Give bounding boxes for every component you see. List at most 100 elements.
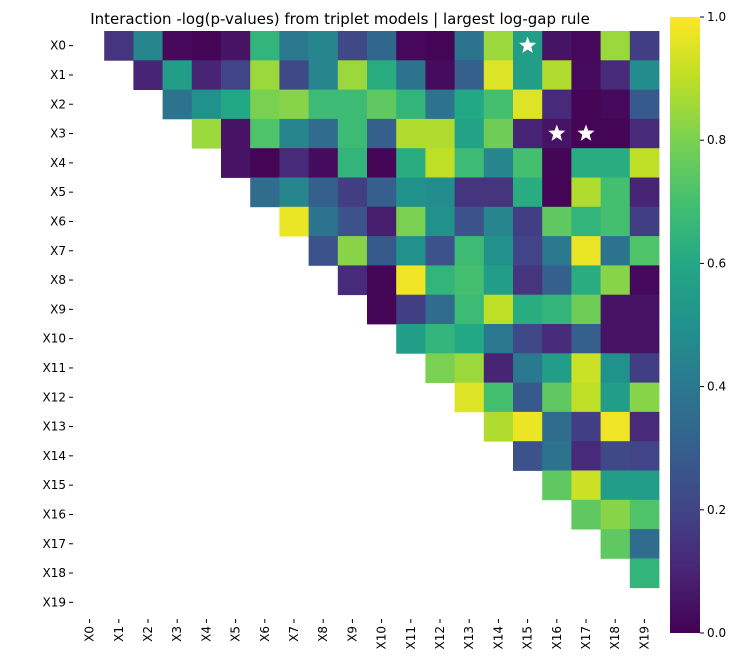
heatmap-cell-X6-X16	[542, 206, 572, 237]
heatmap-cell-X17-X19	[629, 529, 660, 559]
heatmap-cell-X7-X11	[396, 236, 426, 266]
heatmap-cell-X4-X14	[483, 148, 514, 178]
heatmap-cell-X7-X10	[367, 236, 397, 266]
row-label-X16: X16	[43, 507, 67, 521]
column-label-X17: X17	[579, 626, 593, 650]
heatmap-cell-X16-X17	[571, 499, 601, 530]
heatmap-cell-X4-X19	[629, 148, 660, 178]
heatmap-cell-X2-X10	[367, 89, 397, 120]
column-label-X15: X15	[521, 626, 535, 650]
row-label-X2: X2	[50, 97, 66, 111]
heatmap-cell-X0-X3	[162, 31, 193, 61]
heatmap-cell-X2-X12	[425, 89, 455, 120]
heatmap-cell-X2-X3	[162, 89, 193, 120]
heatmap-cell-X8-X12	[425, 265, 455, 296]
heatmap-cell-X0-X18	[600, 31, 631, 61]
column-label-X2: X2	[141, 626, 155, 642]
heatmap-cell-X8-X19	[629, 265, 660, 296]
heatmap-cell-X2-X13	[454, 89, 485, 120]
heatmap-cell-X3-X4	[191, 118, 222, 149]
heatmap-cell-X9-X11	[396, 294, 426, 325]
heatmap-cell-X7-X19	[629, 236, 660, 266]
row-label-X14: X14	[43, 449, 67, 463]
heatmap-cell-X4-X17	[571, 148, 601, 178]
heatmap-cell-X12-X15	[513, 382, 543, 413]
heatmap-cell-X1-X14	[483, 60, 514, 90]
column-label-X8: X8	[316, 626, 330, 642]
row-label-X6: X6	[50, 214, 66, 228]
heatmap-cell-X3-X19	[629, 118, 660, 149]
heatmap-cell-X4-X7	[279, 148, 309, 178]
heatmap-cell-X5-X12	[425, 177, 455, 208]
heatmap-cell-X18-X19	[629, 558, 660, 589]
heatmap-cell-X14-X15	[513, 441, 543, 471]
row-label-X13: X13	[43, 420, 67, 434]
heatmap-cell-X11-X13	[454, 353, 485, 383]
colorbar-tick-label: 0.4	[707, 380, 726, 394]
heatmap-cell-X7-X14	[483, 236, 514, 266]
row-label-X19: X19	[43, 595, 67, 609]
heatmap-cell-X11-X15	[513, 353, 543, 383]
significance-stars	[519, 36, 595, 141]
colorbar-tick-label: 0.2	[707, 503, 726, 517]
heatmap-cell-X6-X7	[279, 206, 309, 237]
heatmap-cell-X2-X19	[629, 89, 660, 120]
chart-title: Interaction -log(p-values) from triplet …	[90, 10, 590, 28]
heatmap-cell-X5-X14	[483, 177, 514, 208]
heatmap-cell-X11-X16	[542, 353, 572, 383]
heatmap-cell-X9-X18	[600, 294, 631, 325]
heatmap-cell-X14-X16	[542, 441, 572, 471]
heatmap-cell-X0-X4	[191, 31, 222, 61]
heatmap-cell-X8-X17	[571, 265, 601, 296]
heatmap-cell-X6-X19	[629, 206, 660, 237]
heatmap-cell-X6-X14	[483, 206, 514, 237]
row-label-X12: X12	[43, 390, 67, 404]
column-label-X9: X9	[345, 626, 359, 642]
heatmap-cell-X1-X16	[542, 60, 572, 90]
heatmap-cell-X5-X10	[367, 177, 397, 208]
heatmap-cell-X17-X18	[600, 529, 631, 559]
colorbar-tick-label: 0.6	[707, 256, 726, 270]
row-label-X8: X8	[50, 273, 66, 287]
column-label-X7: X7	[287, 626, 301, 642]
heatmap-cell-X6-X9	[337, 206, 368, 237]
heatmap-cell-X8-X14	[483, 265, 514, 296]
heatmap-cell-X0-X6	[250, 31, 280, 61]
row-label-X15: X15	[43, 478, 67, 492]
column-label-X18: X18	[608, 626, 622, 650]
heatmap-cell-X7-X16	[542, 236, 572, 266]
heatmap-cell-X11-X19	[629, 353, 660, 383]
heatmap-cell-X0-X2	[133, 31, 163, 61]
heatmap-cell-X13-X18	[600, 411, 631, 442]
heatmap-cell-X6-X13	[454, 206, 485, 237]
heatmap-cell-X1-X19	[629, 60, 660, 90]
column-label-X19: X19	[637, 626, 651, 650]
heatmap-cell-X11-X18	[600, 353, 631, 383]
colorbar-tick-label: 0.0	[707, 626, 726, 640]
heatmap-cell-X2-X9	[337, 89, 368, 120]
heatmap-cell-X3-X9	[337, 118, 368, 149]
heatmap-cell-X9-X16	[542, 294, 572, 325]
heatmap-cell-X13-X16	[542, 411, 572, 442]
heatmap-cell-X1-X5	[221, 60, 251, 90]
heatmap-cell-X8-X10	[367, 265, 397, 296]
heatmap-cell-X12-X17	[571, 382, 601, 413]
heatmap-cell-X0-X19	[629, 31, 660, 61]
heatmap-cell-X1-X11	[396, 60, 426, 90]
heatmap-cell-X3-X7	[279, 118, 309, 149]
column-label-X4: X4	[199, 626, 213, 642]
heatmap-cell-X12-X13	[454, 382, 485, 413]
heatmap-cell-X2-X8	[308, 89, 339, 120]
heatmap-cell-X0-X7	[279, 31, 309, 61]
heatmap-cell-X0-X9	[337, 31, 368, 61]
column-label-X0: X0	[83, 626, 97, 642]
heatmap-cell-X16-X18	[600, 499, 631, 530]
heatmap-cell-X2-X5	[221, 89, 251, 120]
heatmap-cell-X0-X17	[571, 31, 601, 61]
column-label-X10: X10	[375, 626, 389, 650]
heatmap-cell-X2-X7	[279, 89, 309, 120]
heatmap-cell-X1-X17	[571, 60, 601, 90]
column-label-X16: X16	[550, 626, 564, 650]
heatmap-cell-X1-X12	[425, 60, 455, 90]
heatmap-cell-X9-X15	[513, 294, 543, 325]
